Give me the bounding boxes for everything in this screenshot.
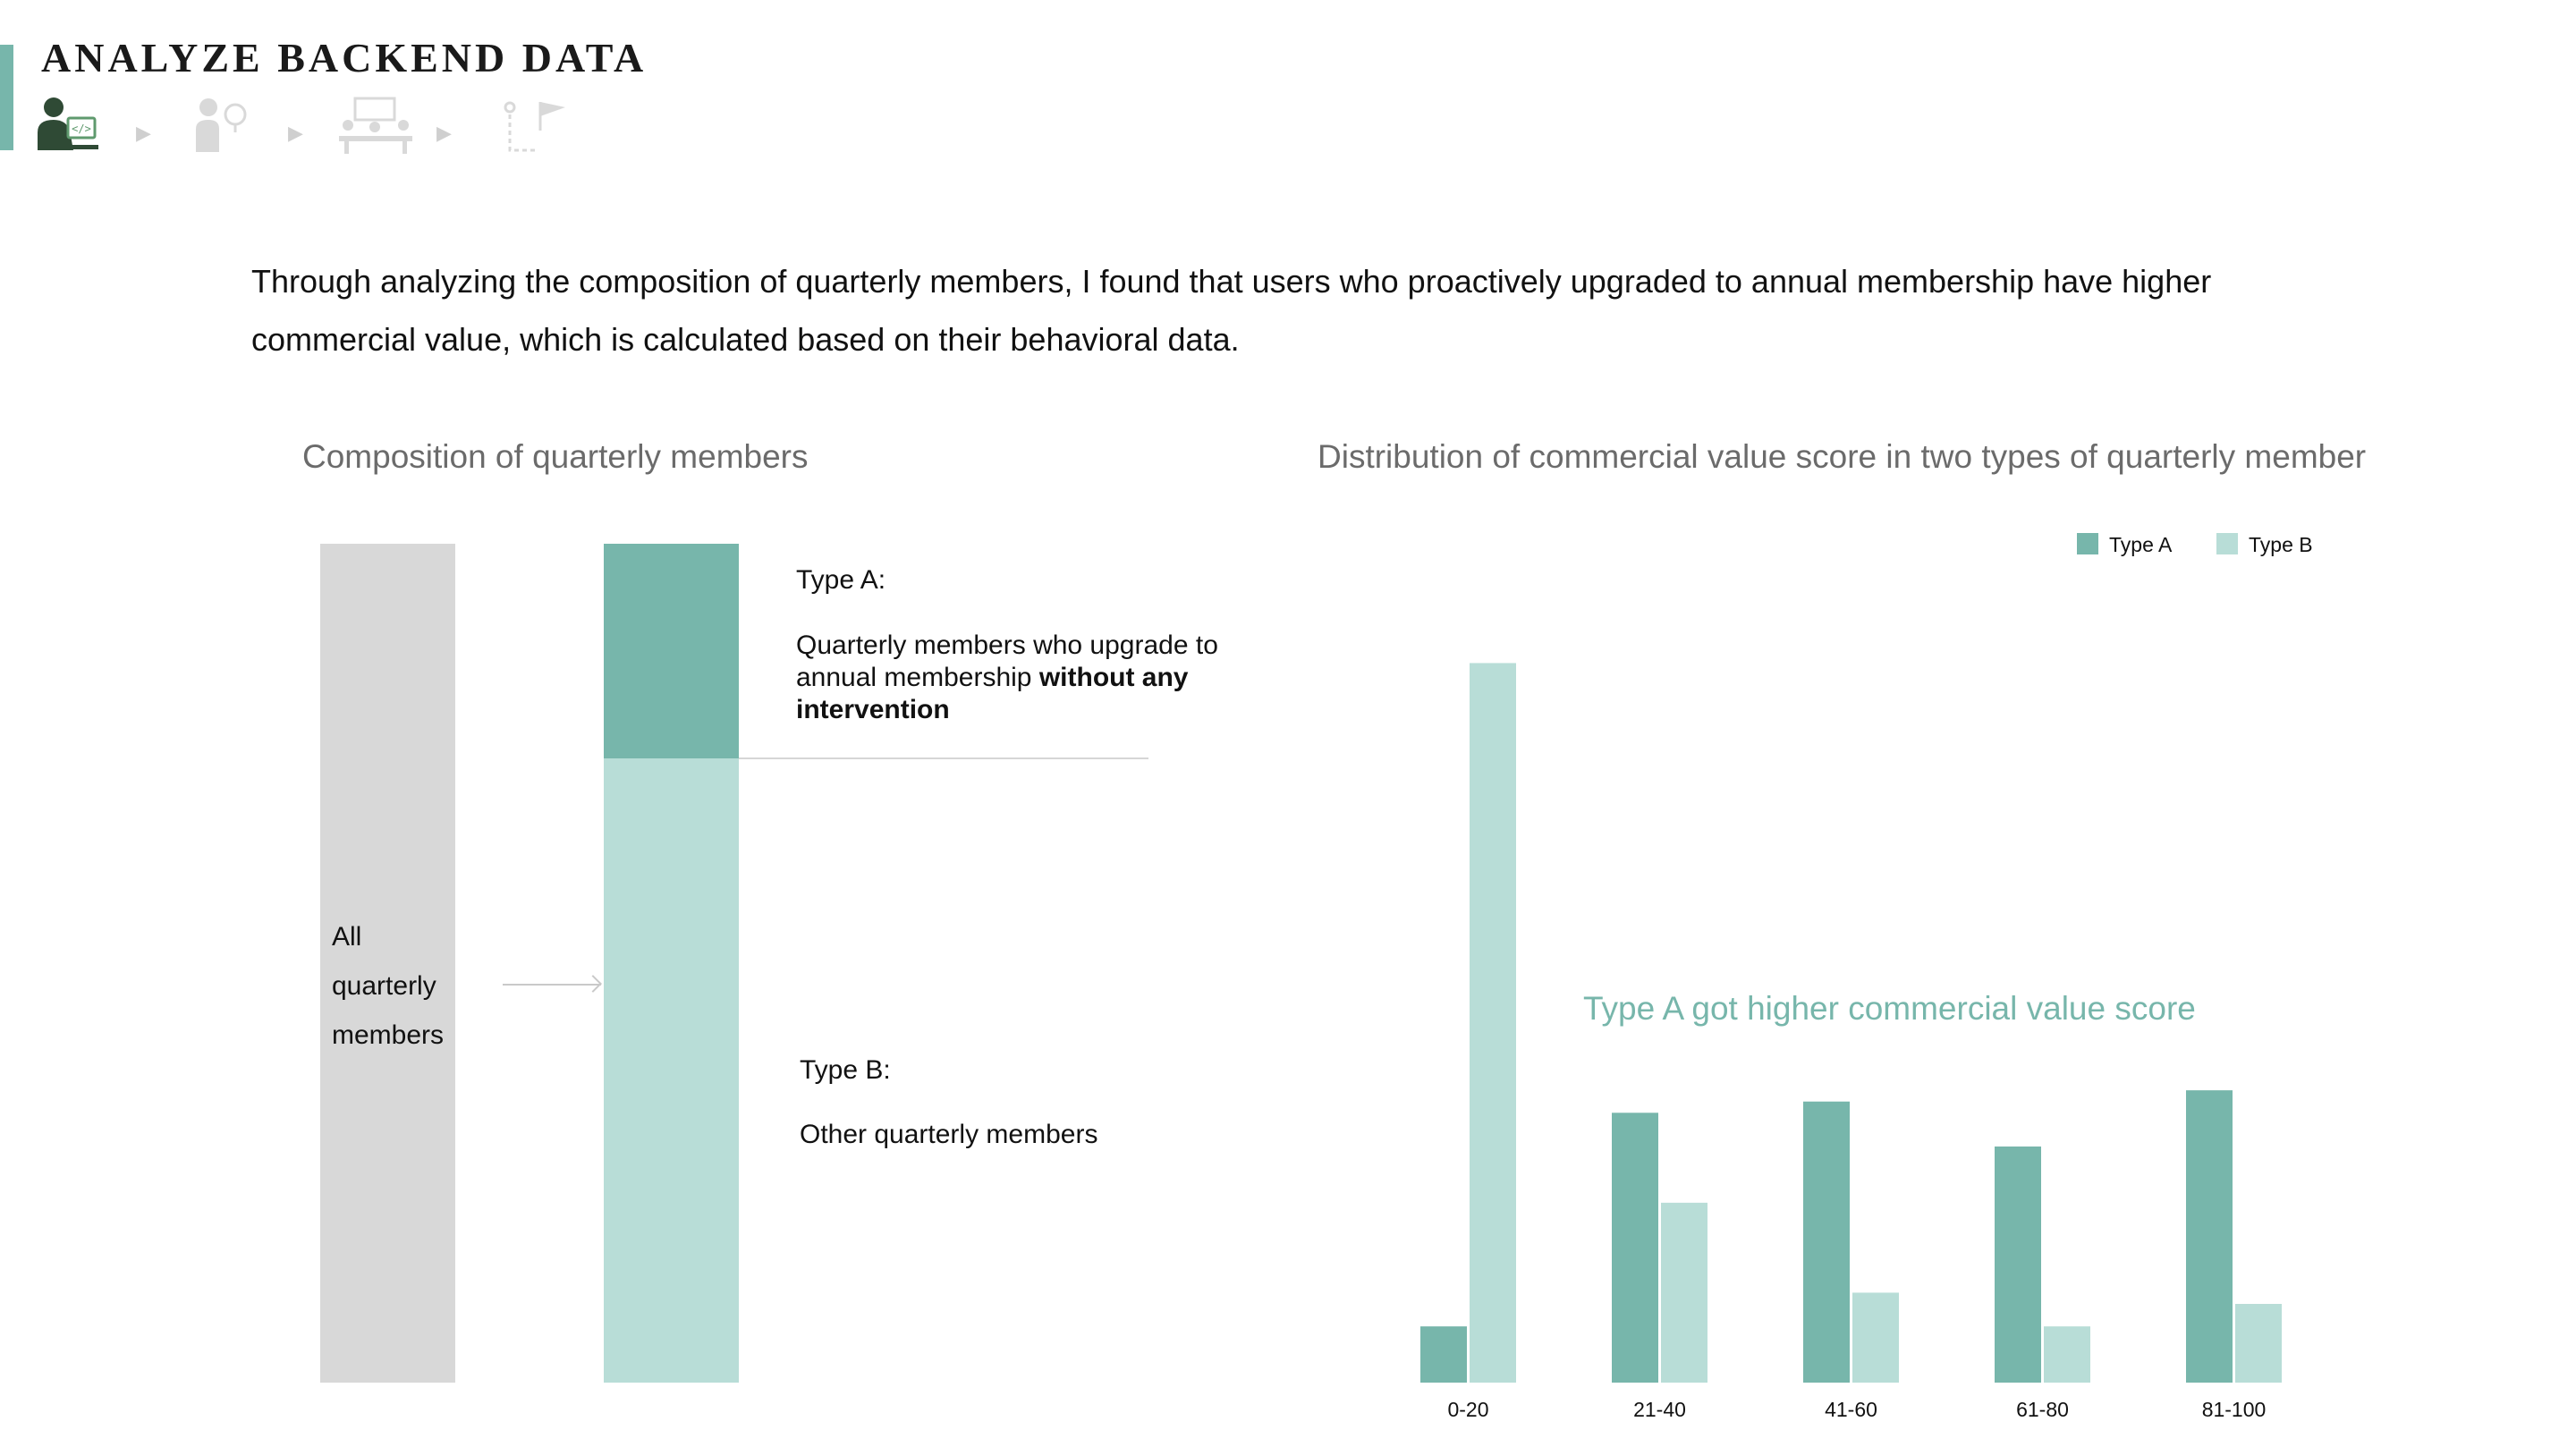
- type-a-description: Quarterly members who upgrade to annual …: [796, 630, 1261, 726]
- type-a-heading: Type A:: [796, 565, 886, 595]
- developer-at-computer-icon: </>: [38, 97, 98, 150]
- x-tick-label: 0-20: [1447, 1398, 1488, 1421]
- step-arrow-icon: ▶: [288, 122, 303, 144]
- arrow-right-icon: [503, 984, 601, 986]
- chart-bars: [1420, 663, 2282, 1383]
- bar-type-b-41-60: [1852, 1292, 1899, 1383]
- composition-chart-title: Composition of quarterly members: [302, 438, 809, 475]
- bar-type-a-81-100: [2186, 1090, 2233, 1383]
- x-tick-label: 81-100: [2202, 1398, 2267, 1421]
- chart-annotation: Type A got higher commercial value score: [1583, 990, 2196, 1027]
- bar-type-a-41-60: [1803, 1101, 1850, 1383]
- legend-label: Type B: [2249, 533, 2313, 556]
- team-meeting-icon: [339, 97, 412, 154]
- type-b-segment: [604, 758, 739, 1383]
- x-tick-label: 41-60: [1825, 1398, 1877, 1421]
- person-with-idea-icon: [196, 98, 247, 152]
- legend-swatch: [2216, 533, 2238, 554]
- legend-label: Type A: [2109, 533, 2173, 556]
- step-arrow-icon: ▶: [436, 122, 452, 144]
- progress-steps: </> ▶ ▶ ▶: [36, 95, 608, 166]
- type-b-description: Other quarterly members: [800, 1120, 1098, 1149]
- bar-type-b-81-100: [2235, 1304, 2282, 1383]
- all-members-bar: [320, 544, 455, 1383]
- bar-type-a-21-40: [1612, 1113, 1658, 1383]
- type-a-description-emphasis: without any intervention: [796, 663, 1189, 724]
- intro-paragraph: Through analyzing the composition of qua…: [251, 263, 2212, 358]
- type-a-description-text: Quarterly members who upgrade to annual …: [796, 630, 1218, 692]
- distribution-chart-title: Distribution of commercial value score i…: [1318, 438, 2367, 475]
- arrow-head-icon: [584, 975, 602, 993]
- bar-type-a-61-80: [1995, 1147, 2041, 1383]
- bar-type-b-21-40: [1661, 1202, 1707, 1383]
- accent-bar: [0, 45, 13, 150]
- x-tick-label: 21-40: [1633, 1398, 1686, 1421]
- type-a-segment: [604, 544, 739, 758]
- all-members-label: All quarterly members: [332, 922, 445, 1050]
- svg-text:</>: </>: [72, 123, 91, 135]
- legend-swatch: [2077, 533, 2098, 554]
- segment-divider: [739, 757, 1148, 759]
- finish-flag-path-icon: [504, 101, 565, 152]
- bar-type-b-0-20: [1470, 663, 1516, 1383]
- chart-x-ticks: 0-20 21-40 41-60 61-80 81-100: [1447, 1398, 2266, 1421]
- step-arrow-icon: ▶: [136, 122, 151, 144]
- bar-type-b-61-80: [2044, 1326, 2090, 1383]
- page-title: ANALYZE BACKEND DATA: [41, 35, 648, 80]
- commercial-value-bar-chart: Type A got higher commercial value score…: [1420, 533, 2313, 1421]
- x-tick-label: 61-80: [2016, 1398, 2069, 1421]
- bar-type-a-0-20: [1420, 1326, 1467, 1383]
- chart-legend: Type A Type B: [2077, 533, 2313, 556]
- type-b-heading: Type B:: [800, 1055, 891, 1085]
